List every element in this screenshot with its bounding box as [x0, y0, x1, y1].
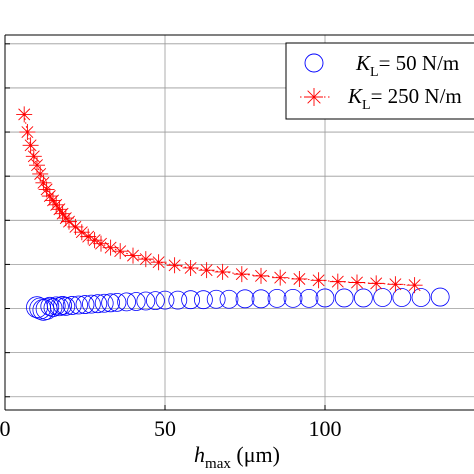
data-point-star	[310, 272, 327, 289]
data-point-circle	[50, 297, 69, 317]
data-point-circle	[117, 292, 136, 312]
legend-box	[285, 42, 474, 120]
legend-label-kl-250: KL= 250 N/m	[347, 84, 462, 113]
data-point-star	[125, 247, 141, 264]
data-point-circle	[155, 290, 175, 310]
data-point-circle	[62, 296, 82, 315]
data-point-star	[32, 165, 49, 182]
data-point-star	[35, 174, 52, 191]
data-point-circle	[206, 289, 226, 309]
data-point-star	[93, 235, 109, 252]
data-point-star	[253, 267, 269, 284]
data-point-star	[137, 251, 154, 268]
data-point-star	[349, 274, 365, 291]
legend-label-kl-50: KL= 50 N/m	[355, 51, 459, 80]
legend-star-glyph	[305, 88, 323, 106]
data-point-circle	[168, 290, 188, 310]
data-point-circle	[334, 288, 354, 308]
x-tick-label: 0	[0, 416, 11, 441]
data-point-circle	[299, 288, 319, 308]
data-point-circle	[126, 292, 146, 311]
x-tick-label: 100	[309, 416, 342, 441]
data-point-circle	[267, 288, 287, 308]
data-point-star	[25, 148, 42, 165]
x-axis-label-unit: (μm)	[231, 442, 280, 467]
x-axis-label: hmax (μm)	[194, 442, 280, 472]
x-axis-label-main: h	[194, 442, 205, 467]
data-point-star	[61, 213, 77, 230]
data-point-circle	[392, 288, 412, 307]
data-point-star	[214, 263, 231, 280]
data-point-circle	[353, 288, 373, 308]
data-point-circle	[315, 288, 335, 308]
data-point-circle	[235, 289, 255, 309]
series-kl-50	[26, 287, 450, 321]
legend: KL= 50 N/m KL= 250 N/m	[285, 42, 474, 120]
data-point-star	[48, 196, 65, 213]
data-point-circle	[107, 292, 127, 312]
x-tick-label: 50	[154, 416, 176, 441]
data-point-circle	[430, 287, 450, 307]
data-point-star	[387, 276, 404, 293]
data-point-circle	[88, 294, 108, 314]
series-kl-250	[16, 106, 423, 294]
data-point-circle	[181, 290, 201, 310]
data-point-circle	[411, 288, 431, 307]
legend-marker-star	[300, 88, 330, 106]
data-point-star	[112, 243, 129, 260]
data-point-star	[233, 266, 250, 283]
data-point-circle	[56, 296, 76, 316]
data-point-star	[272, 269, 289, 286]
data-point-star	[368, 275, 385, 292]
data-point-circle	[101, 293, 120, 313]
data-point-star	[406, 277, 423, 294]
data-point-star	[166, 257, 183, 274]
data-point-circle	[283, 288, 303, 308]
data-point-circle	[219, 289, 239, 309]
data-point-star	[329, 273, 346, 290]
data-point-star	[29, 157, 45, 174]
data-point-star	[38, 181, 55, 198]
x-tick-labels: 0 50 100	[0, 416, 342, 441]
axis-ticks	[4, 43, 326, 410]
data-point-star	[291, 270, 308, 287]
data-point-star	[41, 188, 58, 205]
data-point-star	[67, 218, 84, 235]
data-point-circle	[373, 288, 393, 307]
data-point-circle	[75, 295, 95, 314]
data-point-star	[198, 262, 215, 279]
data-point-circle	[82, 294, 101, 314]
data-point-star	[22, 137, 39, 154]
data-point-star	[19, 124, 36, 141]
x-axis-label-sub: max	[205, 456, 231, 472]
data-point-star	[51, 201, 68, 218]
data-point-circle	[69, 295, 88, 315]
data-point-star	[150, 254, 167, 271]
data-point-circle	[193, 290, 213, 310]
data-point-star	[73, 224, 90, 241]
data-point-star	[102, 239, 119, 256]
data-point-circle	[136, 291, 156, 311]
data-point-circle	[43, 298, 63, 318]
data-point-star	[86, 232, 103, 249]
data-point-circle	[94, 293, 114, 313]
data-point-circle	[251, 289, 271, 309]
data-point-star	[80, 228, 97, 245]
data-point-star	[45, 192, 61, 209]
data-point-circle	[40, 296, 60, 316]
legend-marker-circle	[304, 53, 324, 73]
data-point-star	[16, 106, 33, 123]
data-point-star	[54, 205, 71, 222]
data-point-circle	[145, 291, 165, 310]
data-point-star	[182, 259, 199, 276]
